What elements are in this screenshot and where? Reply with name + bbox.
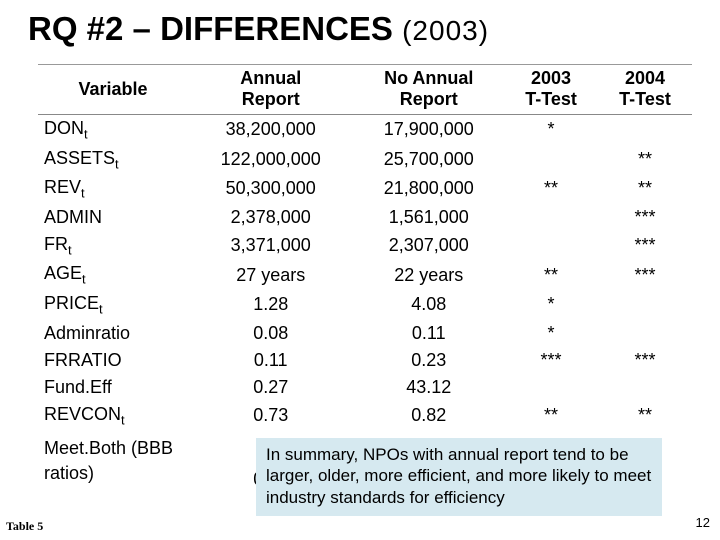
cell-annual: 27 years [188,260,353,290]
table-row: REVCONt0.730.82**** [38,401,692,431]
table-row: AGEt27 years22 years***** [38,260,692,290]
summary-callout: In summary, NPOs with annual report tend… [256,438,662,516]
cell-annual: 0.73 [188,401,353,431]
cell-variable: REVt [38,174,188,204]
table-row: REVt50,300,00021,800,000**** [38,174,692,204]
cell-noannual: 0.82 [353,401,504,431]
col-annual-report: AnnualReport [188,64,353,115]
col-no-annual-report: No AnnualReport [353,64,504,115]
table-row: Fund.Eff0.2743.12 [38,374,692,401]
cell-noannual: 22 years [353,260,504,290]
cell-t03: * [504,290,598,320]
cell-t03: * [504,115,598,145]
cell-annual: 0.08 [188,320,353,347]
table-body: DONt38,200,00017,900,000*ASSETSt122,000,… [38,115,692,493]
table-row: Adminratio0.080.11* [38,320,692,347]
cell-t04: ** [598,401,692,431]
title-year: (2003) [402,15,489,46]
cell-variable: Adminratio [38,320,188,347]
cell-t03 [504,145,598,175]
cell-variable: Fund.Eff [38,374,188,401]
cell-t04: *** [598,260,692,290]
cell-variable: DONt [38,115,188,145]
cell-noannual: 2,307,000 [353,231,504,261]
cell-noannual: 21,800,000 [353,174,504,204]
data-table-wrap: Variable AnnualReport No AnnualReport 20… [38,64,692,493]
cell-noannual: 17,900,000 [353,115,504,145]
cell-variable: Meet.Both (BBBratios) [38,430,188,492]
cell-annual: 3,371,000 [188,231,353,261]
table-row: FRRATIO0.110.23****** [38,347,692,374]
cell-noannual: 43.12 [353,374,504,401]
cell-t03: ** [504,401,598,431]
cell-t03 [504,374,598,401]
cell-noannual: 0.23 [353,347,504,374]
table-row: ADMIN2,378,0001,561,000 *** [38,204,692,231]
title-main: RQ #2 – DIFFERENCES [28,10,402,47]
col-2003-ttest: 2003T-Test [504,64,598,115]
cell-variable: AGEt [38,260,188,290]
table-row: PRICEt1.284.08* [38,290,692,320]
cell-t04: *** [598,347,692,374]
cell-t04 [598,320,692,347]
cell-t03 [504,231,598,261]
cell-t03: ** [504,260,598,290]
cell-t04: *** [598,231,692,261]
cell-t03: *** [504,347,598,374]
page-number: 12 [696,515,710,530]
cell-annual: 2,378,000 [188,204,353,231]
cell-t04 [598,374,692,401]
table-row: ASSETSt122,000,00025,700,000 ** [38,145,692,175]
cell-t03: * [504,320,598,347]
col-2004-ttest: 2004T-Test [598,64,692,115]
cell-noannual: 25,700,000 [353,145,504,175]
cell-noannual: 0.11 [353,320,504,347]
cell-t04 [598,290,692,320]
cell-annual: 122,000,000 [188,145,353,175]
cell-t03 [504,204,598,231]
cell-t04 [598,115,692,145]
col-variable: Variable [38,64,188,115]
cell-variable: ASSETSt [38,145,188,175]
cell-annual: 0.27 [188,374,353,401]
cell-t04: *** [598,204,692,231]
cell-annual: 0.11 [188,347,353,374]
cell-variable: FRRATIO [38,347,188,374]
cell-annual: 38,200,000 [188,115,353,145]
cell-t04: ** [598,174,692,204]
header-row: Variable AnnualReport No AnnualReport 20… [38,64,692,115]
cell-annual: 1.28 [188,290,353,320]
cell-noannual: 4.08 [353,290,504,320]
table-row: DONt38,200,00017,900,000* [38,115,692,145]
cell-noannual: 1,561,000 [353,204,504,231]
cell-variable: PRICEt [38,290,188,320]
cell-t03: ** [504,174,598,204]
cell-variable: REVCONt [38,401,188,431]
table-label: Table 5 [6,519,43,534]
slide-title: RQ #2 – DIFFERENCES (2003) [28,10,489,48]
table-row: FRt3,371,0002,307,000 *** [38,231,692,261]
cell-variable: FRt [38,231,188,261]
cell-annual: 50,300,000 [188,174,353,204]
cell-variable: ADMIN [38,204,188,231]
cell-t04: ** [598,145,692,175]
data-table: Variable AnnualReport No AnnualReport 20… [38,64,692,493]
